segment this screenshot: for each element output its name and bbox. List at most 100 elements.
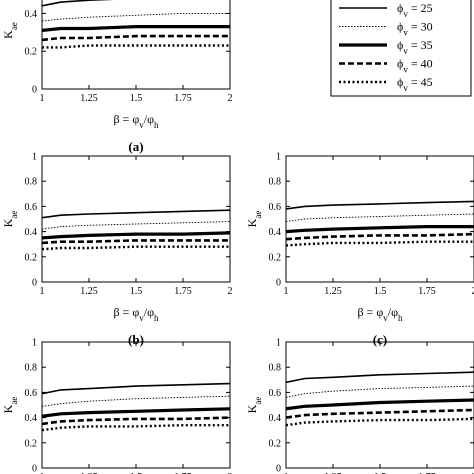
chart-panel-c: 1 1.25 1.5 1.75 2 0 0.2 0.4 0.6 0.8 1 Kae β = φv/φh (…: [245, 152, 474, 347]
y-tick-label: 1: [276, 152, 281, 163]
x-tick-label: 2: [472, 472, 474, 474]
series-line-3: [286, 398, 474, 411]
legend-entry-label: ϕv = 45: [397, 75, 433, 93]
y-tick-label: 0.2: [25, 438, 38, 449]
y-tick-label: 0.2: [269, 438, 282, 449]
x-tick-label: 2: [228, 286, 233, 297]
x-tick-label: 1.5: [374, 286, 387, 297]
y-tick-label: 0: [32, 85, 37, 96]
panel-label: (c): [373, 332, 387, 347]
y-tick-label: 1: [32, 152, 37, 163]
y-tick-label: 0.8: [25, 363, 38, 374]
x-tick-label: 1.75: [174, 472, 192, 474]
series-group: [42, 209, 230, 251]
y-tick-label: 0: [276, 278, 281, 289]
chart-panel-d: 1 1.25 1.5 1.75 2 0 0.2 0.4 0.6 0.8 1 Kae: [1, 338, 233, 474]
series-line-5: [42, 245, 230, 251]
y-tick-label: 0: [32, 464, 37, 474]
y-tick-label: 0.2: [25, 252, 38, 263]
y-tick-label: 0.2: [269, 252, 282, 263]
series-line-4: [286, 408, 474, 419]
series-line-5: [42, 44, 230, 49]
legend-entry-label: ϕv = 35: [397, 38, 433, 56]
y-tick-label: 0.6: [269, 202, 282, 213]
series-line-1: [42, 382, 230, 395]
series-line-2: [42, 221, 230, 230]
x-tick-label: 1.5: [130, 93, 143, 104]
series-line-4: [42, 416, 230, 426]
series-line-1: [286, 371, 474, 384]
series-line-1: [42, 0, 114, 7]
chart-panel-e: 1 1.25 1.5 1.75 2 0 0.2 0.4 0.6 0.8 1 Kae: [245, 338, 474, 474]
series-line-5: [286, 240, 474, 247]
panel-label: (b): [128, 332, 144, 347]
y-axis-label: Kae: [1, 397, 19, 414]
x-tick-label: 1.25: [80, 472, 98, 474]
x-tick-label: 1.25: [80, 93, 98, 104]
x-tick-label: 1.75: [174, 93, 192, 104]
y-tick-label: 0.4: [25, 413, 38, 424]
series-line-4: [42, 34, 230, 42]
y-tick-label: 0.4: [269, 413, 282, 424]
series-line-2: [42, 12, 230, 22]
x-tick-label: 1.5: [130, 286, 143, 297]
x-tick-label: 1: [40, 472, 45, 474]
y-tick-label: 0.6: [25, 388, 38, 399]
y-axis-label: Kae: [1, 22, 19, 39]
y-axis-label: Kae: [245, 211, 263, 228]
y-tick-label: 0.6: [269, 388, 282, 399]
series-line-4: [42, 239, 230, 245]
y-axis-label: Kae: [1, 211, 19, 228]
x-axis-label: β = φv/φh: [113, 112, 159, 130]
series-line-1: [42, 209, 230, 219]
series-line-3: [286, 225, 474, 234]
chart-panel-a: 1 1.25 1.5 1.75 2 0 0.2 0.4 Kae β = φv/φh (a): [1, 0, 233, 154]
series-line-5: [42, 424, 230, 432]
x-tick-label: 1.25: [324, 472, 342, 474]
y-tick-label: 0.8: [25, 177, 38, 188]
x-tick-label: 1.5: [374, 472, 387, 474]
y-tick-label: 0.8: [269, 363, 282, 374]
y-tick-label: 0.4: [269, 227, 282, 238]
x-tick-label: 1: [40, 286, 45, 297]
legend-entry-label: ϕv = 30: [397, 20, 433, 38]
x-tick-label: 1: [40, 93, 45, 104]
axes-frame: [41, 341, 231, 469]
y-tick-label: 1: [276, 338, 281, 349]
axes-frame: [41, 155, 231, 283]
series-line-5: [286, 417, 474, 427]
series-group: [286, 371, 474, 427]
series-line-3: [42, 407, 230, 418]
series-line-3: [42, 231, 230, 240]
y-tick-label: 0.4: [25, 9, 38, 20]
y-tick-label: 0: [32, 278, 37, 289]
x-tick-label: 1.25: [324, 286, 342, 297]
y-tick-label: 0.2: [25, 47, 38, 58]
series-group: [286, 200, 474, 247]
x-tick-label: 1: [284, 286, 289, 297]
x-tick-label: 1.75: [418, 286, 436, 297]
chart-panel-b: 1 1.25 1.5 1.75 2 0 0.2 0.4 0.6 0.8 1 Kae β = φv/φh (…: [1, 152, 233, 348]
series-line-1: [286, 200, 474, 210]
legend-box: [330, 0, 472, 97]
legend-entry-label: ϕv = 40: [397, 57, 433, 75]
series-group: [42, 382, 230, 432]
x-tick-label: 1.5: [130, 472, 143, 474]
y-tick-label: 0.6: [25, 202, 38, 213]
series-line-2: [42, 395, 230, 407]
x-tick-label: 1: [284, 472, 289, 474]
x-tick-label: 2: [228, 93, 233, 104]
series-line-3: [42, 25, 230, 32]
x-tick-label: 1.25: [80, 286, 98, 297]
panel-label: (a): [128, 139, 143, 154]
y-tick-label: 0: [276, 464, 281, 474]
legend-entry-label: ϕv = 25: [397, 1, 433, 19]
y-axis-label: Kae: [245, 397, 263, 414]
x-tick-label: 2: [228, 472, 233, 474]
x-tick-label: 1.75: [174, 286, 192, 297]
series-line-2: [286, 213, 474, 222]
y-tick-label: 0.8: [269, 177, 282, 188]
y-tick-label: 0.4: [25, 227, 38, 238]
